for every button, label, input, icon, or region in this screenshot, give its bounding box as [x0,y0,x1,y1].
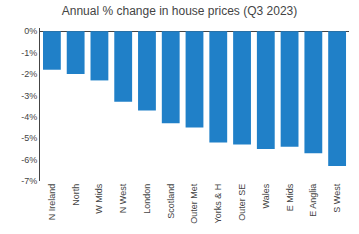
svg-text:E Anglia: E Anglia [308,184,318,217]
svg-text:Outer SE: Outer SE [237,184,247,221]
svg-text:Scotland: Scotland [166,184,176,219]
svg-text:0%: 0% [24,26,37,36]
svg-text:Wales: Wales [261,183,271,208]
svg-text:-2%: -2% [21,69,37,79]
svg-text:-1%: -1% [21,48,37,58]
svg-text:W Mids: W Mids [94,183,104,213]
svg-text:N West: N West [118,183,128,213]
svg-text:-5%: -5% [21,133,37,143]
svg-text:-3%: -3% [21,91,37,101]
svg-text:Yorks & H: Yorks & H [213,184,223,224]
svg-text:-7%: -7% [21,176,37,186]
svg-text:North: North [71,184,81,206]
svg-text:S West: S West [332,183,342,212]
svg-text:Annual % change in house price: Annual % change in house prices (Q3 2023… [62,4,297,18]
svg-text:-4%: -4% [21,112,37,122]
svg-text:Outer Met: Outer Met [189,183,199,224]
svg-text:London: London [142,184,152,214]
svg-text:-6%: -6% [21,155,37,165]
svg-text:E Mids: E Mids [285,183,295,211]
svg-text:N Ireland: N Ireland [47,184,57,221]
